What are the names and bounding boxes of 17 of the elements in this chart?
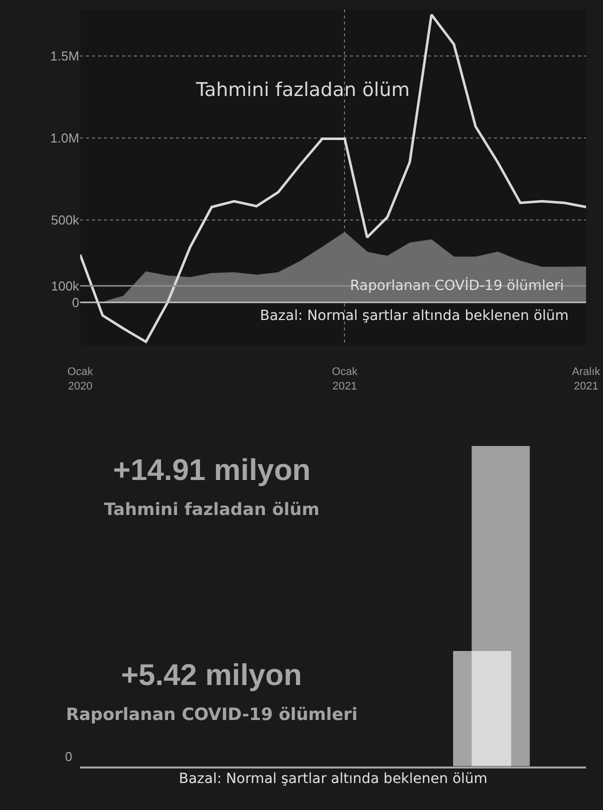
- y-tick-label: 100k: [50, 278, 80, 294]
- x-tick-label: Aralık 2021: [572, 366, 601, 392]
- series-label: Tahmini fazladan ölüm: [195, 79, 410, 101]
- x-tick-label: Ocak 2021: [332, 366, 358, 392]
- text: +5.42 milyon: [121, 659, 302, 692]
- series-label: Raporlanan COVİD-19 ölümleri: [350, 277, 564, 294]
- y-tick-label: 1.0M: [50, 130, 80, 146]
- line-series: [80, 13, 586, 344]
- x-axis-title: Bazal: Normal şartlar altında beklenen ölüm: [178, 771, 488, 788]
- ref-line-label: Bazal: Normal şartlar altında beklenen ölüm: [260, 308, 569, 324]
- text: Tahmini fazladan ölüm: [104, 500, 320, 520]
- y-tick-label: 0: [72, 294, 80, 310]
- y-tick-label: 1.5M: [50, 48, 80, 64]
- x-tick-label: Ocak 2020: [67, 366, 94, 392]
- text: Raporlanan COVID-19 ölümleri: [66, 705, 358, 725]
- text: +14.91 milyon: [113, 454, 311, 487]
- y-tick-label: 500k: [50, 212, 80, 228]
